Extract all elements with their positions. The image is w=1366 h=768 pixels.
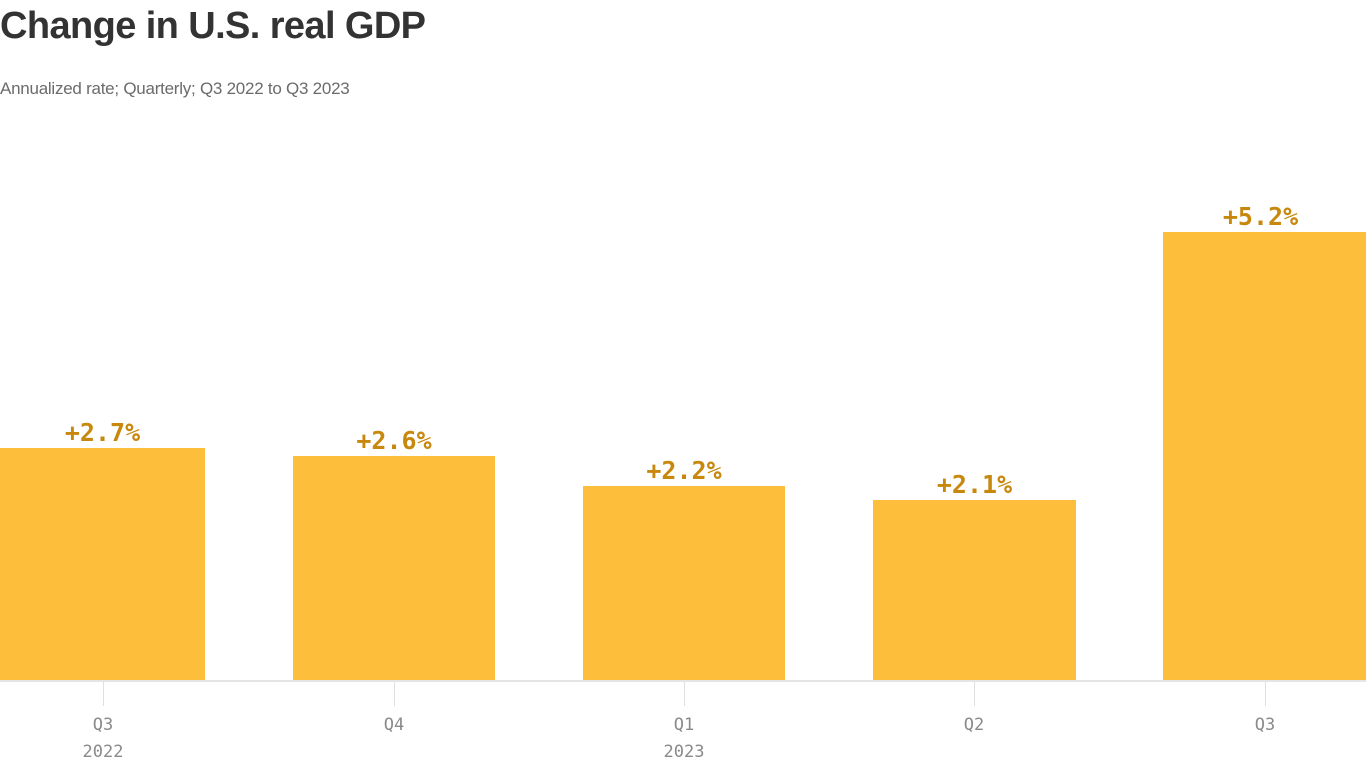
x-axis-label-q2-2023: Q2 [963,715,985,735]
bar-value-label: +5.2% [1222,202,1299,231]
x-axis-tick [1265,682,1266,706]
x-axis-tick [394,682,395,706]
x-axis-label-q4-2022: Q4 [383,715,405,735]
bar-q2-2023[interactable] [873,500,1076,681]
bar-q1-2023[interactable] [583,486,785,681]
x-axis-label-q3-2023: Q3 [1254,715,1276,735]
x-axis-tick [103,682,104,706]
x-axis-tick [684,682,685,706]
bar-q3-2022[interactable] [0,448,205,681]
bar-value-label: +2.2% [646,456,722,485]
chart-subtitle: Annualized rate; Quarterly; Q3 2022 to Q… [0,79,350,98]
page-title: Change in U.S. real GDP [0,5,426,47]
bar-value-label: +2.1% [936,470,1013,499]
bar-q3-2023[interactable] [1163,232,1366,681]
bar-value-label: +2.7% [64,418,141,447]
x-axis-label-q1-2023: Q1 [673,715,695,735]
x-axis-year-label-2023: 2023 [663,742,705,762]
bar-value-label: +2.6% [356,426,432,455]
bar-q4-2022[interactable] [293,456,495,681]
x-axis-tick [974,682,975,706]
x-axis-line [0,680,1366,682]
x-axis-label-q3-2022: Q3 [92,715,114,735]
x-axis-year-label-2022: 2022 [82,742,124,762]
